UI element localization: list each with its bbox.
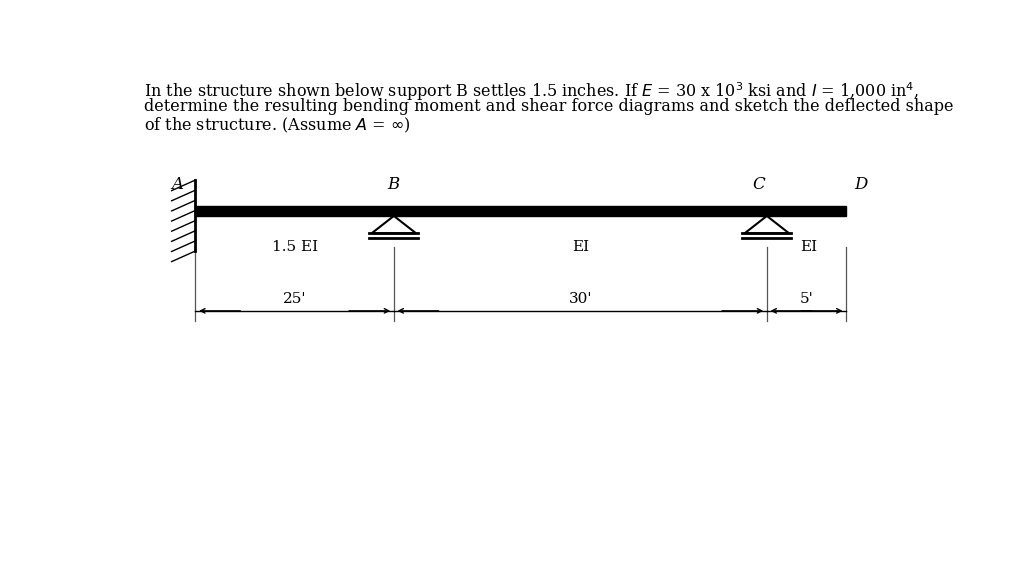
Text: 25': 25' [283,291,306,305]
Text: of the structure. (Assume $A$ = $\infty$): of the structure. (Assume $A$ = $\infty$… [143,116,411,135]
Text: In the structure shown below support B settles 1.5 inches. If $E$ = 30 x 10$^3$ : In the structure shown below support B s… [143,80,919,103]
Text: EI: EI [571,240,589,255]
Text: C: C [753,176,765,193]
Text: EI: EI [800,240,817,255]
Text: A: A [172,176,183,193]
Bar [196,206,846,216]
Text: D: D [854,176,867,193]
Text: 30': 30' [568,291,592,305]
Text: 5': 5' [800,291,813,305]
Text: 1.5 EI: 1.5 EI [271,240,317,255]
Text: determine the resulting bending moment and shear force diagrams and sketch the d: determine the resulting bending moment a… [143,98,953,115]
Text: B: B [388,176,400,193]
